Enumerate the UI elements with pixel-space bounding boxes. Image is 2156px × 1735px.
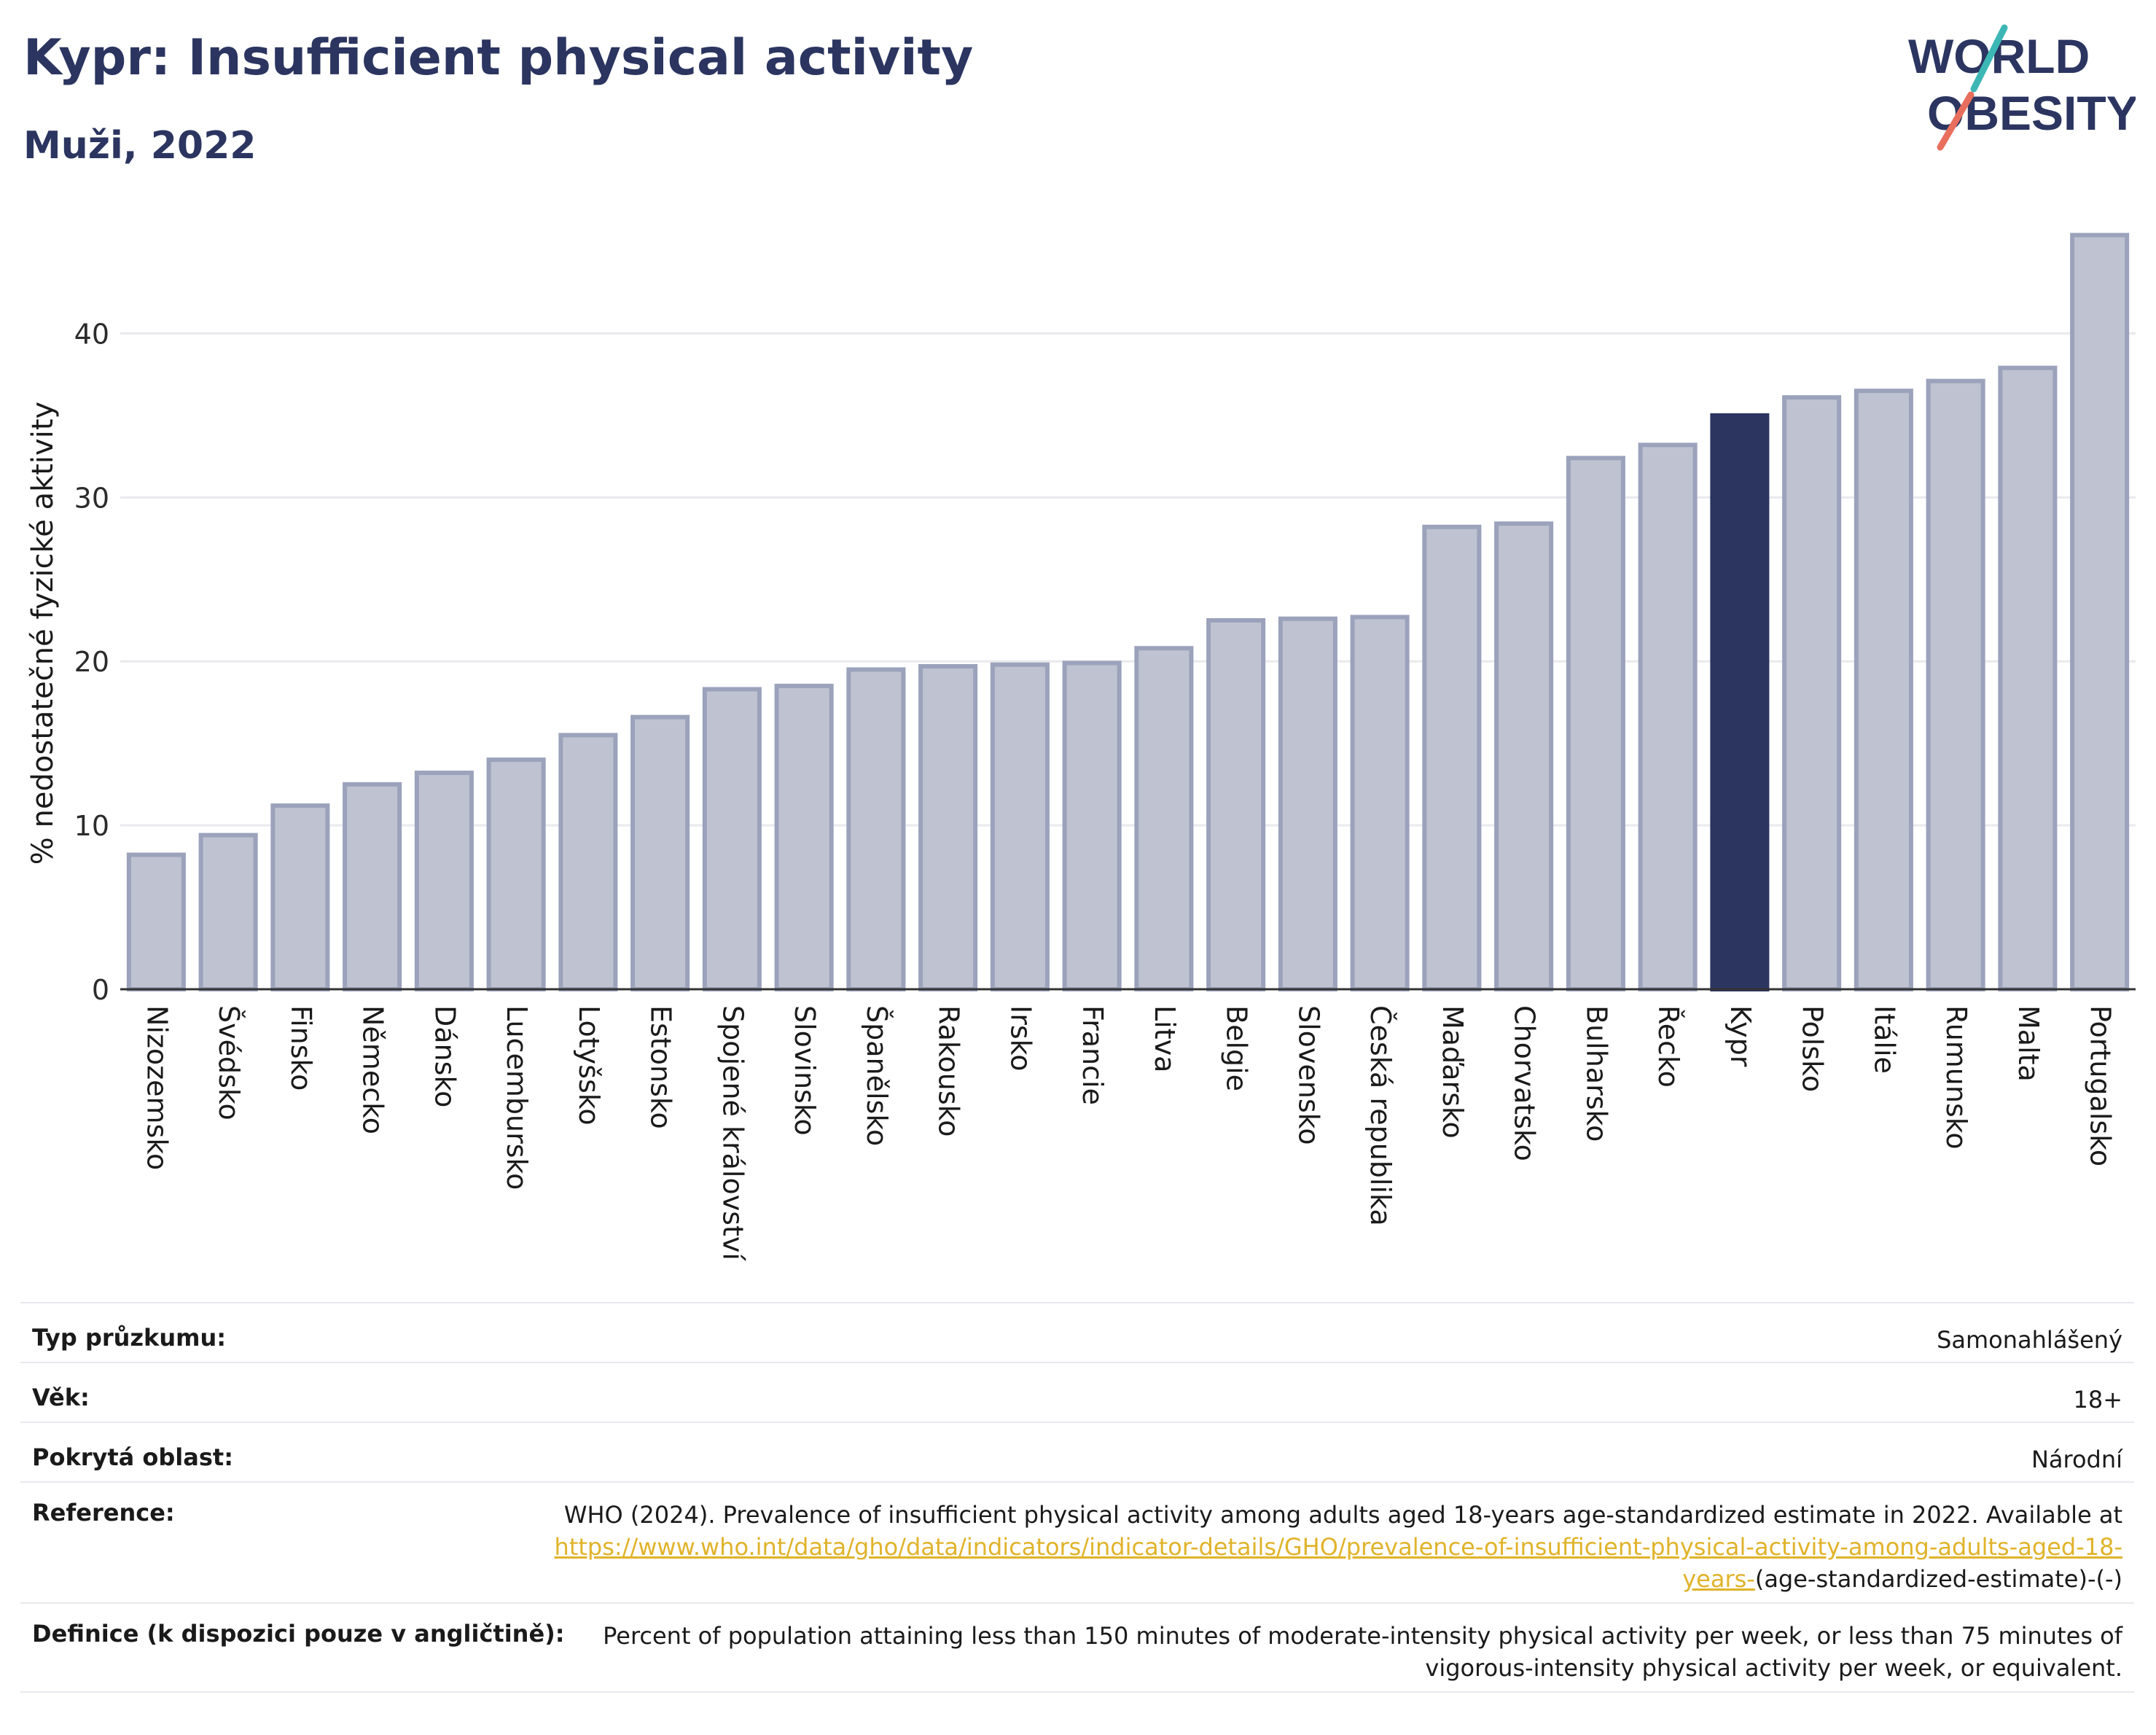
definition-label: Definice (k dispozici pouze v angličtině… <box>32 1620 565 1648</box>
bar-Německo <box>343 781 402 992</box>
x-tick-label: Itálie <box>1868 1005 1900 1074</box>
reference-label: Reference: <box>32 1499 175 1527</box>
x-tick-label: Kypr <box>1725 1005 1757 1067</box>
bar-Lucembursko <box>486 757 546 991</box>
x-tick-label: Rumunsko <box>1940 1005 1972 1150</box>
x-tick-label: Portugalsko <box>2085 1005 2117 1166</box>
x-tick-label: Španělsko <box>861 1005 893 1146</box>
bar-chart: 0 10 20 30 40 Nizozemsko Švédsko Finsko Německo… <box>26 233 2136 1261</box>
bar-Dánsko <box>414 771 474 992</box>
bar-Portugalsko <box>2070 233 2130 991</box>
bar-Bulharsko <box>1566 456 1625 992</box>
bar-Kypr <box>1710 413 1770 992</box>
x-tick-label: Belgie <box>1221 1005 1253 1091</box>
bar-Rakousko <box>918 663 978 992</box>
y-tick-label: 20 <box>74 646 109 678</box>
bar-Chorvatsko <box>1494 521 1554 991</box>
reference-value: WHO (2024). Prevalence of insufficient p… <box>548 1499 2122 1595</box>
info-row-age: Věk: 18+ <box>20 1362 2134 1422</box>
bar-Lotyšsko <box>558 733 618 992</box>
x-tick-label: Lotyšsko <box>573 1005 605 1126</box>
x-tick-label: Spojené království <box>716 1005 749 1261</box>
info-row-survey-type: Typ průzkumu: Samonahlášený <box>20 1302 2134 1362</box>
bar-Nizozemsko <box>126 852 186 991</box>
y-tick-label: 0 <box>92 974 109 1006</box>
x-tick-label: Finsko <box>285 1005 317 1091</box>
age-label: Věk: <box>32 1384 90 1411</box>
bar-Česká republika <box>1350 615 1410 992</box>
x-tick-label: Estonsko <box>645 1005 677 1129</box>
bar-Španělsko <box>846 667 906 991</box>
x-tick-label: Řecko <box>1652 1005 1684 1088</box>
x-tick-label: Maďarsko <box>1437 1005 1469 1139</box>
logo-slash-teal <box>1970 24 2008 93</box>
info-row-area: Pokrytá oblast: Národní <box>20 1422 2134 1481</box>
reference-suffix: (age-standardized-estimate)-(-) <box>1754 1565 2122 1593</box>
bar-Spojené království <box>702 687 762 992</box>
info-table: Typ průzkumu: Samonahlášený Věk: 18+ Pok… <box>20 1302 2134 1693</box>
x-tick-label: Slovinsko <box>789 1005 821 1136</box>
x-tick-label: Nizozemsko <box>141 1005 173 1170</box>
page-subtitle: Muži, 2022 <box>23 124 257 168</box>
x-tick-label: Polsko <box>1797 1005 1829 1092</box>
y-axis-label: % nedostatečné fyzické aktivity <box>26 402 60 865</box>
bar-Polsko <box>1782 395 1842 991</box>
x-tick-label: Irsko <box>1004 1005 1036 1072</box>
x-tick-label: Slovensko <box>1292 1005 1324 1145</box>
x-tick-label: Švédsko <box>213 1005 245 1120</box>
x-tick-label: Malta <box>2012 1005 2044 1082</box>
x-tick-label: Rakousko <box>933 1005 965 1137</box>
info-row-definition: Definice (k dispozici pouze v angličtině… <box>20 1602 2134 1693</box>
bars <box>126 233 2130 992</box>
bar-Francie <box>1062 660 1122 992</box>
y-tick-label: 30 <box>74 482 109 514</box>
x-tick-label: Bulharsko <box>1580 1005 1612 1142</box>
x-tick-label: Chorvatsko <box>1509 1005 1541 1161</box>
reference-link[interactable]: https://www.who.int/data/gho/data/indica… <box>554 1533 2122 1593</box>
age-value: 18+ <box>2073 1386 2122 1414</box>
survey-type-value: Samonahlášený <box>1937 1326 2122 1354</box>
bar-Belgie <box>1206 617 1266 992</box>
bar-Malta <box>1998 365 2058 991</box>
y-axis-ticks: 0 10 20 30 40 <box>74 318 109 1006</box>
bar-Finsko <box>270 803 330 991</box>
x-axis-labels: Nizozemsko Švédsko Finsko Německo Dánsko Luce… <box>141 1005 2116 1261</box>
bar-Slovinsko <box>774 683 834 992</box>
bar-Maďarsko <box>1422 524 1482 991</box>
logo-slash-coral <box>1937 91 1975 151</box>
y-tick-label: 10 <box>74 810 109 842</box>
x-tick-label: Německo <box>357 1005 389 1134</box>
page-title: Kypr: Insufficient physical activity <box>23 29 974 87</box>
bar-Itálie <box>1854 389 1913 991</box>
bar-Řecko <box>1638 442 1698 991</box>
survey-type-label: Typ průzkumu: <box>32 1324 227 1352</box>
bar-Litva <box>1134 646 1194 991</box>
x-tick-label: Dánsko <box>429 1005 461 1107</box>
y-tick-label: 40 <box>74 318 109 350</box>
bar-Slovensko <box>1278 616 1337 991</box>
area-value: Národní <box>2031 1446 2122 1473</box>
bar-Estonsko <box>630 714 690 991</box>
x-tick-label: Lucembursko <box>501 1005 533 1190</box>
bar-Irsko <box>990 662 1050 991</box>
x-tick-label: Francie <box>1077 1005 1109 1105</box>
info-row-reference: Reference: WHO (2024). Prevalence of ins… <box>20 1481 2134 1602</box>
reference-text: WHO (2024). Prevalence of insufficient p… <box>563 1501 2122 1529</box>
world-obesity-logo: WORLD OBESITY <box>1908 24 2136 151</box>
x-tick-label: Litva <box>1149 1005 1181 1072</box>
definition-value: Percent of population attaining less tha… <box>603 1622 2122 1682</box>
area-label: Pokrytá oblast: <box>32 1443 233 1471</box>
x-tick-label: Česká republika <box>1364 1005 1397 1226</box>
bar-Rumunsko <box>1926 378 1985 992</box>
bar-Švédsko <box>198 833 258 991</box>
